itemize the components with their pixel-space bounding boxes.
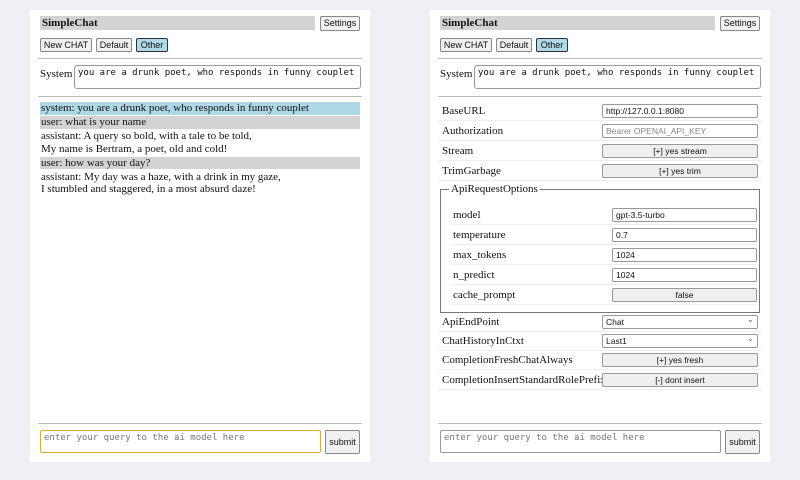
temperature-input[interactable]: 0.7 bbox=[612, 227, 757, 242]
chat-message-assistant: assistant: A query so bold, with a tale … bbox=[41, 130, 252, 155]
stream-label: Stream bbox=[442, 144, 474, 157]
api-endpoint-label: ApiEndPoint bbox=[442, 315, 500, 328]
api-request-options: ApiRequestOptions model gpt-3.5-turbo tem… bbox=[440, 183, 760, 313]
setting-base-url: BaseURL http://127.0.0.1:8080 bbox=[438, 101, 762, 121]
app-title: SimpleChat bbox=[40, 16, 315, 30]
trim-garbage-label: TrimGarbage bbox=[442, 164, 501, 177]
session-other-button[interactable]: Other bbox=[136, 38, 168, 52]
divider bbox=[38, 96, 362, 97]
option-cache-prompt: cache_prompt false bbox=[451, 285, 757, 305]
divider bbox=[438, 96, 762, 97]
option-max-tokens: max_tokens 1024 bbox=[451, 245, 757, 265]
setting-fresh-chat: CompletionFreshChatAlways [+] yes fresh bbox=[438, 350, 762, 370]
model-label: model bbox=[453, 208, 481, 221]
temperature-label: temperature bbox=[453, 228, 506, 241]
session-default-button[interactable]: Default bbox=[496, 38, 532, 52]
system-prompt-input[interactable]: you are a drunk poet, who responds in fu… bbox=[474, 65, 761, 89]
settings-panel: SimpleChat Settings New CHAT Default Oth… bbox=[430, 10, 770, 462]
divider bbox=[38, 423, 362, 424]
system-label: System bbox=[440, 68, 473, 80]
base-url-input[interactable]: http://127.0.0.1:8080 bbox=[602, 103, 758, 118]
trim-garbage-toggle[interactable]: [+] yes trim bbox=[602, 163, 758, 178]
fresh-chat-label: CompletionFreshChatAlways bbox=[442, 353, 573, 366]
option-n-predict: n_predict 1024 bbox=[451, 265, 757, 285]
cache-prompt-toggle[interactable]: false bbox=[612, 287, 757, 302]
query-input[interactable]: enter your query to the ai model here bbox=[40, 430, 321, 453]
chat-message-system: system: you are a drunk poet, who respon… bbox=[40, 102, 360, 115]
option-model: model gpt-3.5-turbo bbox=[451, 205, 757, 225]
divider bbox=[438, 58, 762, 59]
base-url-label: BaseURL bbox=[442, 104, 486, 117]
role-prefix-toggle[interactable]: [-] dont insert bbox=[602, 372, 758, 387]
chat-log: system: you are a drunk poet, who respon… bbox=[40, 102, 360, 197]
api-request-options-legend: ApiRequestOptions bbox=[451, 183, 538, 195]
fresh-chat-toggle[interactable]: [+] yes fresh bbox=[602, 352, 758, 367]
settings-button[interactable]: Settings bbox=[320, 16, 360, 31]
chat-message-user: user: what is your name bbox=[40, 116, 360, 129]
role-prefix-label: CompletionInsertStandardRolePrefix bbox=[442, 373, 606, 386]
authorization-label: Authorization bbox=[442, 124, 504, 137]
divider bbox=[38, 58, 362, 59]
model-input[interactable]: gpt-3.5-turbo bbox=[612, 207, 757, 222]
query-input[interactable]: enter your query to the ai model here bbox=[440, 430, 721, 453]
app-title: SimpleChat bbox=[440, 16, 715, 30]
max-tokens-input[interactable]: 1024 bbox=[612, 247, 757, 262]
session-default-button[interactable]: Default bbox=[96, 38, 132, 52]
new-chat-button[interactable]: New CHAT bbox=[40, 38, 92, 52]
chat-message-assistant: assistant: My day was a haze, with a dri… bbox=[41, 170, 281, 196]
chat-panel: SimpleChat Settings New CHAT Default Oth… bbox=[30, 10, 370, 462]
system-prompt-input[interactable]: you are a drunk poet, who responds in fu… bbox=[74, 65, 361, 89]
submit-button[interactable]: submit bbox=[725, 430, 760, 454]
submit-button[interactable]: submit bbox=[325, 430, 360, 454]
authorization-input[interactable]: Bearer OPENAI_API_KEY bbox=[602, 123, 758, 138]
api-endpoint-select[interactable]: Chat bbox=[602, 313, 758, 329]
settings-button[interactable]: Settings bbox=[720, 16, 760, 31]
setting-trim-garbage: TrimGarbage [+] yes trim bbox=[438, 161, 762, 181]
new-chat-button[interactable]: New CHAT bbox=[440, 38, 492, 52]
n-predict-input[interactable]: 1024 bbox=[612, 267, 757, 282]
chat-history-label: ChatHistoryInCtxt bbox=[442, 334, 524, 347]
chat-history-select[interactable]: Last1 bbox=[602, 332, 758, 348]
session-other-button[interactable]: Other bbox=[536, 38, 568, 52]
divider bbox=[438, 423, 762, 424]
setting-stream: Stream [+] yes stream bbox=[438, 141, 762, 161]
stream-toggle[interactable]: [+] yes stream bbox=[602, 143, 758, 158]
setting-chat-history: ChatHistoryInCtxt Last1 bbox=[438, 331, 762, 351]
setting-authorization: Authorization Bearer OPENAI_API_KEY bbox=[438, 121, 762, 141]
system-label: System bbox=[40, 68, 73, 80]
cache-prompt-label: cache_prompt bbox=[453, 288, 516, 301]
setting-api-endpoint: ApiEndPoint Chat bbox=[438, 312, 762, 332]
chat-message-user: user: how was your day? bbox=[40, 156, 360, 169]
n-predict-label: n_predict bbox=[453, 268, 495, 281]
setting-role-prefix: CompletionInsertStandardRolePrefix [-] do… bbox=[438, 370, 762, 390]
max-tokens-label: max_tokens bbox=[453, 248, 507, 261]
option-temperature: temperature 0.7 bbox=[451, 225, 757, 245]
